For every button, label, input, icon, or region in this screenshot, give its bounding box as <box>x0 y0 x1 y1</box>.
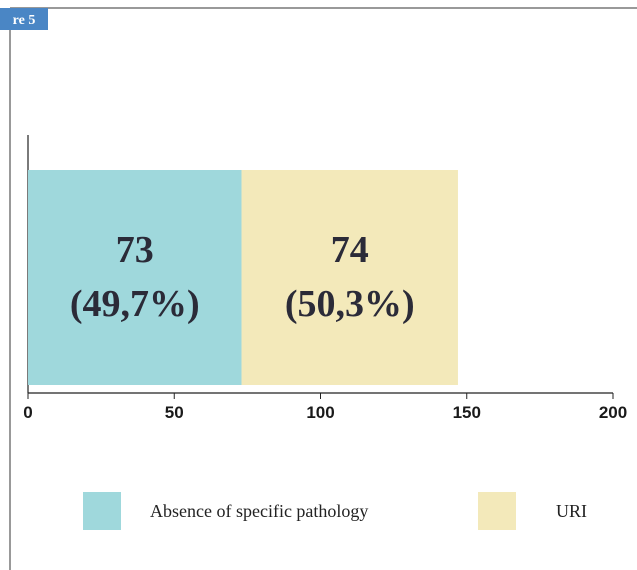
x-tick-label: 200 <box>599 403 627 422</box>
value-label: 74 <box>331 229 369 271</box>
value-label: (50,3%) <box>285 283 415 325</box>
value-label: 73 <box>116 229 154 271</box>
figure-label: re 5 <box>13 13 36 28</box>
legend-swatch <box>83 492 121 530</box>
value-label: (49,7%) <box>70 283 200 325</box>
legend-label: URI <box>556 501 587 521</box>
x-tick-label: 100 <box>306 403 334 422</box>
bar-segment <box>241 170 458 385</box>
x-tick-label: 50 <box>165 403 184 422</box>
figure-label-box <box>0 8 48 30</box>
x-tick-label: 0 <box>23 403 32 422</box>
bar-segment <box>28 170 242 385</box>
legend-swatch <box>478 492 516 530</box>
x-tick-label: 150 <box>453 403 481 422</box>
legend-label: Absence of specific pathology <box>150 501 368 521</box>
